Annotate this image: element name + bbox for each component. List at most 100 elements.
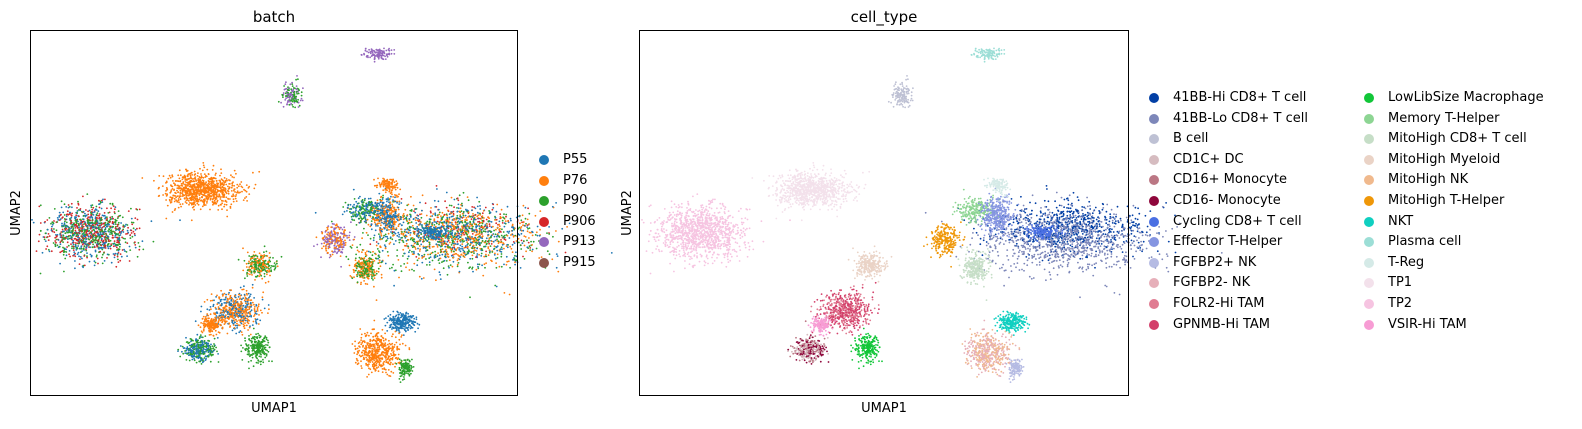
- point: [207, 355, 210, 358]
- point: [447, 227, 450, 230]
- point: [223, 298, 226, 301]
- point: [206, 168, 209, 171]
- point: [534, 214, 537, 217]
- point: [477, 267, 480, 270]
- point: [132, 227, 135, 230]
- point: [437, 216, 440, 219]
- point: [52, 242, 55, 244]
- point: [423, 240, 425, 243]
- point: [284, 99, 287, 101]
- point: [80, 222, 82, 225]
- point: [493, 229, 495, 232]
- point: [448, 259, 451, 262]
- point: [478, 235, 480, 238]
- point: [53, 228, 55, 230]
- point: [165, 181, 168, 184]
- point: [511, 233, 514, 236]
- point: [465, 208, 467, 211]
- point: [488, 223, 491, 226]
- point: [414, 219, 417, 222]
- point: [439, 278, 442, 280]
- point: [487, 231, 489, 233]
- point: [480, 218, 482, 220]
- point: [233, 176, 235, 179]
- point: [258, 258, 261, 261]
- point: [107, 237, 109, 240]
- point: [229, 325, 232, 327]
- point: [526, 230, 529, 233]
- point: [445, 206, 448, 209]
- point: [210, 308, 212, 311]
- point: [73, 233, 75, 236]
- point: [207, 350, 210, 353]
- point: [78, 238, 81, 240]
- point: [471, 241, 473, 244]
- point: [113, 221, 116, 224]
- point: [213, 345, 216, 348]
- point: [99, 241, 102, 244]
- point: [53, 231, 56, 234]
- point: [110, 207, 112, 210]
- point: [195, 355, 198, 358]
- point: [438, 211, 441, 214]
- point: [111, 225, 114, 228]
- point: [253, 258, 256, 261]
- point: [450, 248, 453, 251]
- point: [79, 258, 81, 260]
- point: [213, 180, 215, 183]
- point: [240, 331, 243, 333]
- point: [376, 51, 378, 54]
- point: [171, 211, 174, 213]
- point: [423, 253, 426, 256]
- point: [256, 257, 259, 259]
- point: [236, 324, 239, 327]
- point: [529, 249, 532, 252]
- point: [490, 221, 493, 223]
- point: [526, 239, 528, 242]
- point: [476, 196, 478, 199]
- point: [401, 236, 403, 239]
- point: [250, 309, 253, 312]
- point: [208, 181, 211, 183]
- point: [292, 98, 295, 100]
- point: [72, 249, 75, 252]
- point: [245, 262, 248, 265]
- point: [253, 260, 256, 263]
- point: [67, 226, 70, 228]
- point: [87, 213, 90, 216]
- point: [503, 247, 505, 250]
- point: [198, 178, 201, 181]
- point: [117, 261, 120, 263]
- point: [415, 222, 418, 224]
- point: [118, 237, 121, 240]
- point: [465, 227, 468, 230]
- point: [182, 181, 185, 183]
- point: [495, 228, 497, 231]
- point: [191, 358, 194, 361]
- point: [368, 48, 370, 51]
- point: [471, 227, 473, 230]
- point: [51, 230, 54, 233]
- point: [434, 213, 437, 216]
- point: [134, 246, 137, 249]
- point: [443, 232, 445, 235]
- point: [400, 265, 402, 267]
- point: [61, 224, 63, 227]
- point: [390, 52, 393, 55]
- point: [548, 233, 551, 235]
- point: [236, 186, 239, 189]
- point: [256, 310, 259, 312]
- point: [402, 248, 405, 251]
- point: [248, 260, 250, 263]
- point: [481, 215, 484, 218]
- point: [293, 87, 295, 89]
- point: [455, 227, 458, 230]
- point: [302, 87, 304, 90]
- point: [134, 229, 137, 231]
- point: [245, 289, 248, 292]
- point: [367, 234, 369, 237]
- point: [483, 255, 486, 258]
- point: [117, 258, 119, 261]
- point: [409, 209, 412, 212]
- point: [198, 184, 201, 187]
